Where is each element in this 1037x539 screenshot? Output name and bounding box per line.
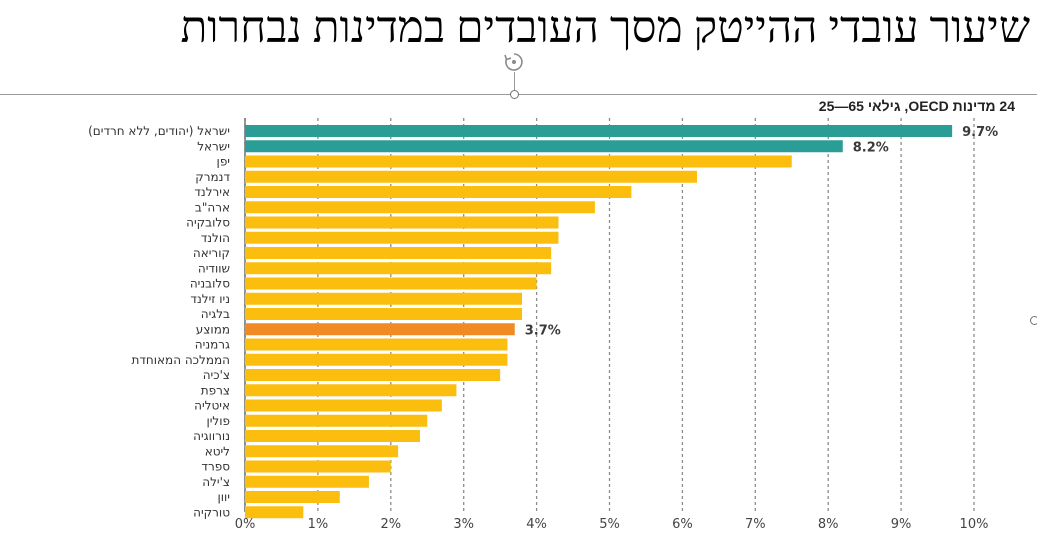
category-label: דנמרק [195, 170, 230, 184]
x-tick-label: 10% [960, 517, 989, 532]
bar [245, 308, 523, 320]
bars [245, 125, 953, 519]
data-label: 8.2% [853, 140, 889, 155]
category-label: טורקיה [193, 505, 230, 519]
category-label: צ'ילה [202, 475, 230, 489]
category-label: אירלנד [194, 185, 230, 199]
category-label: הולנד [201, 231, 230, 245]
bar [245, 399, 442, 412]
category-label: סלובקיה [186, 216, 230, 230]
category-label: ספרד [201, 460, 230, 474]
x-tick-label: 7% [745, 517, 766, 532]
bar [245, 506, 304, 519]
bar [245, 155, 792, 168]
x-tick-label: 4% [526, 517, 547, 532]
category-label: ממוצע [196, 322, 230, 336]
category-label: סלובניה [190, 277, 230, 291]
chart-title: 24 מדינות OECD, גילאי 65—25 [818, 98, 1015, 114]
data-label: 3.7% [525, 323, 561, 338]
category-label: איטליה [194, 399, 230, 413]
x-tick-label: 0% [235, 517, 256, 532]
bar [245, 460, 391, 473]
bar [245, 247, 552, 259]
x-tick-label: 2% [380, 517, 401, 532]
category-label: ליטא [205, 444, 230, 458]
resize-handle-top[interactable] [510, 90, 519, 99]
bar [245, 262, 552, 275]
x-tick-label: 8% [818, 517, 839, 532]
category-labels: ישראל (יהודים, ללא חרדים)ישראליפןדנמרקאי… [88, 124, 230, 519]
bar [245, 186, 632, 198]
bar [245, 430, 420, 442]
category-label: ישראל [197, 139, 230, 153]
bar [245, 384, 457, 397]
category-label: יוון [218, 490, 231, 504]
bar [245, 323, 515, 336]
category-label: יפן [217, 155, 230, 169]
category-label: הממלכה המאוחדת [131, 353, 230, 367]
bar [245, 292, 523, 305]
x-tick-label: 1% [308, 517, 329, 532]
category-label: ישראל (יהודים, ללא חרדים) [88, 124, 230, 138]
category-label: ניו זילנד [190, 292, 230, 306]
bar [245, 201, 595, 214]
bar [245, 170, 697, 183]
category-label: שוודיה [198, 261, 230, 275]
data-labels: 9.7% 8.2% 3.7% [525, 125, 998, 338]
category-label: פולין [206, 414, 230, 428]
bar [245, 140, 843, 153]
category-label: קוריאה [193, 246, 230, 260]
rotate-handle-icon[interactable] [502, 50, 526, 74]
bar [245, 369, 501, 381]
data-label: 9.7% [962, 125, 998, 140]
slide-title: שיעור עובדי ההייטק מסך העובדים במדינות נ… [180, 3, 1030, 52]
x-tick-label: 9% [891, 517, 912, 532]
category-label: צרפת [201, 383, 230, 397]
resize-handle-right[interactable] [1030, 316, 1037, 325]
bar [245, 445, 399, 458]
bar [245, 125, 953, 137]
x-tick-label: 3% [453, 517, 474, 532]
bar [245, 353, 508, 366]
category-label: נורווגיה [193, 429, 230, 443]
bar [245, 338, 508, 351]
category-label: ארה"ב [195, 200, 230, 214]
bar [245, 491, 340, 503]
rotate-handle-stem [514, 72, 515, 90]
x-tick-label: 6% [672, 517, 693, 532]
category-label: בלגיה [201, 307, 230, 321]
x-tick-label: 5% [599, 517, 620, 532]
bar [245, 216, 559, 229]
x-axis-ticks: 0% 1% 2% 3% 4% 5% 6% 7% 8% 9% 10% [235, 517, 989, 532]
bar [245, 414, 428, 427]
category-label: גרמניה [195, 338, 230, 352]
bar [245, 231, 559, 244]
bar [245, 277, 537, 290]
category-label: צ'כיה [203, 368, 230, 382]
bar [245, 475, 369, 488]
